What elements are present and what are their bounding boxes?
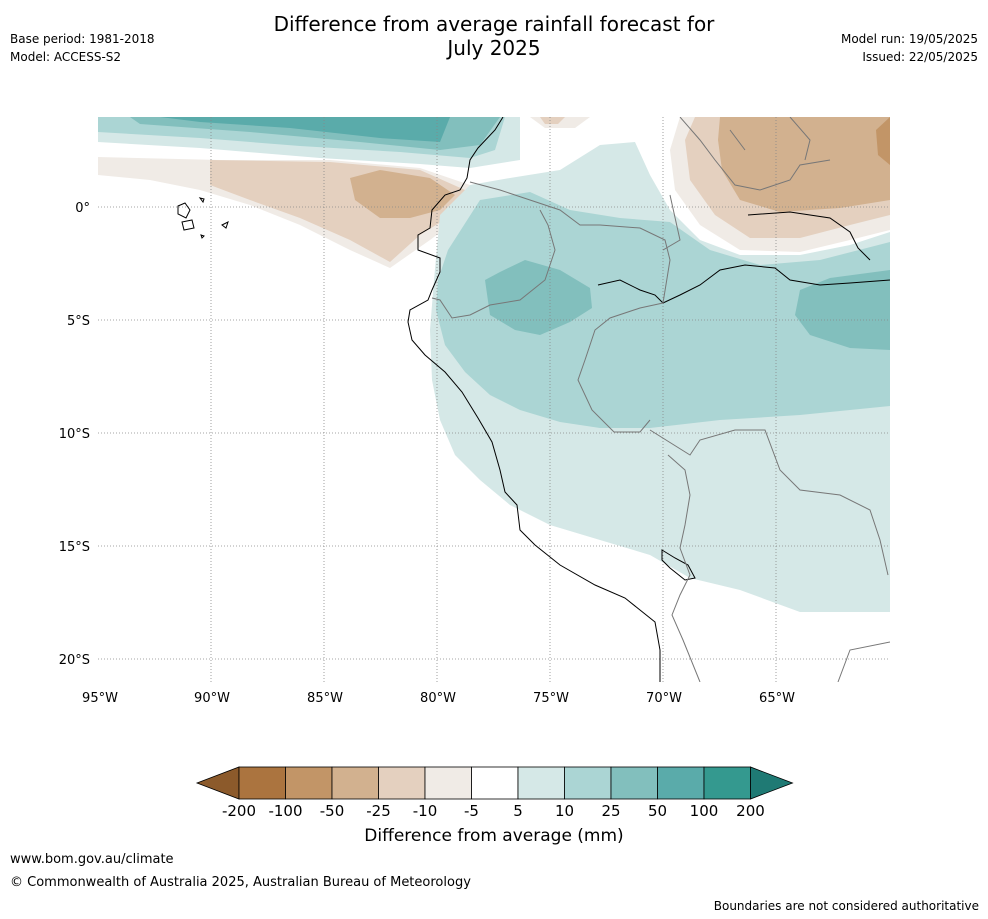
galapagos-islands bbox=[177, 197, 229, 239]
colorbar-swatch bbox=[424, 766, 472, 800]
map-title-line2: July 2025 bbox=[447, 36, 541, 60]
border-colombia-ecuador bbox=[469, 181, 600, 226]
map-title-line1: Difference from average rainfall forecas… bbox=[273, 12, 715, 36]
border-colombia-brazil bbox=[599, 224, 671, 304]
model-run-text: Model run: 19/05/2025 bbox=[840, 32, 978, 46]
lat-label: 20°S bbox=[59, 653, 90, 668]
colorbar-tick-label: -25 bbox=[366, 802, 391, 820]
footer-url: www.bom.gov.au/climate bbox=[10, 852, 174, 867]
colorbar-swatch bbox=[610, 766, 658, 800]
colorbar-swatch bbox=[285, 766, 333, 800]
colorbar-swatch bbox=[471, 766, 519, 800]
footer-copyright: © Commonwealth of Australia 2025, Austra… bbox=[10, 875, 471, 890]
colorbar-swatch bbox=[657, 766, 705, 800]
meta-right: Model run: 19/05/2025 Issued: 22/05/2025 bbox=[841, 30, 978, 66]
base-period-text: Base period: 1981-2018 bbox=[10, 32, 155, 46]
wet-band-north-50 bbox=[160, 117, 450, 142]
colorbar-swatch bbox=[331, 766, 379, 800]
lon-label: 80°W bbox=[420, 691, 456, 706]
lon-label: 65°W bbox=[759, 691, 795, 706]
lon-label: 95°W bbox=[82, 691, 118, 706]
coastline-amazon-river bbox=[597, 264, 890, 304]
colorbar-tick-label: -100 bbox=[268, 802, 302, 820]
lon-label: 85°W bbox=[307, 691, 343, 706]
colorbar-tick-label: 25 bbox=[601, 802, 620, 820]
colorbar-tick-label: 5 bbox=[513, 802, 523, 820]
titicaca-lake bbox=[661, 549, 696, 581]
dry-patch-coast-inner bbox=[540, 117, 565, 124]
colorbar-label: Difference from average (mm) bbox=[364, 826, 624, 846]
colorbar-tick-label: 50 bbox=[648, 802, 667, 820]
border-brazil-bolivia bbox=[649, 429, 889, 576]
wet-east-25 bbox=[795, 270, 890, 350]
border-peru-brazil bbox=[577, 302, 664, 433]
border-paraguay bbox=[837, 641, 890, 682]
colorbar-swatch bbox=[238, 766, 286, 800]
lon-label: 75°W bbox=[533, 691, 569, 706]
lat-label: 15°S bbox=[59, 540, 90, 555]
border-amazon-north bbox=[662, 194, 681, 251]
lat-label: 5°S bbox=[67, 314, 90, 329]
meta-left: Base period: 1981-2018 Model: ACCESS-S2 bbox=[10, 30, 155, 66]
colorbar-extend-low bbox=[195, 766, 240, 800]
colorbar-tick-label: -50 bbox=[320, 802, 345, 820]
border-north-dry bbox=[729, 117, 811, 161]
coastline-pacific bbox=[407, 117, 661, 682]
colorbar-tick-label: -200 bbox=[222, 802, 256, 820]
border-ecuador-peru bbox=[431, 209, 556, 319]
model-text: Model: ACCESS-S2 bbox=[10, 50, 122, 64]
colorbar-swatch bbox=[703, 766, 751, 800]
colorbar-tick-label: 200 bbox=[736, 802, 765, 820]
colorbar: -200 -100 -50 -25 -10 -5 5 10 25 50 100 200 bbox=[195, 766, 794, 820]
lat-label: 0° bbox=[75, 201, 90, 216]
border-peru-bolivia bbox=[667, 454, 701, 682]
issued-text: Issued: 22/05/2025 bbox=[862, 50, 978, 64]
colorbar-tick-label: -10 bbox=[413, 802, 438, 820]
colorbar-swatch bbox=[517, 766, 565, 800]
rainfall-anomaly-fields bbox=[98, 117, 890, 612]
lon-label: 90°W bbox=[194, 691, 230, 706]
coastline-rio-negro bbox=[747, 211, 871, 261]
colorbar-tick-label: 10 bbox=[555, 802, 574, 820]
colorbar-extend-high bbox=[750, 766, 794, 800]
colorbar-tick-label: 100 bbox=[690, 802, 719, 820]
rainfall-map: 0° 5°S 10°S 15°S 20°S 95°W 90°W 85°W 80°… bbox=[59, 117, 890, 706]
map-gridlines bbox=[98, 117, 890, 682]
coastlines bbox=[177, 117, 890, 682]
wet-main-25 bbox=[485, 260, 592, 335]
colorbar-swatch bbox=[564, 766, 612, 800]
lon-label: 70°W bbox=[646, 691, 682, 706]
lat-label: 10°S bbox=[59, 427, 90, 442]
footer-note: Boundaries are not considered authoritat… bbox=[713, 899, 979, 913]
dry-tongue-25 bbox=[350, 170, 455, 218]
colorbar-swatches bbox=[195, 766, 794, 800]
dry-area-north-50 bbox=[876, 117, 890, 165]
lat-axis-labels: 0° 5°S 10°S 15°S 20°S bbox=[59, 201, 90, 668]
map-title: Difference from average rainfall forecas… bbox=[0, 12, 988, 60]
colorbar-swatch bbox=[378, 766, 426, 800]
colorbar-tick-label: -5 bbox=[464, 802, 479, 820]
lon-axis-labels: 95°W 90°W 85°W 80°W 75°W 70°W 65°W bbox=[82, 691, 795, 706]
colorbar-tick-labels: -200 -100 -50 -25 -10 -5 5 10 25 50 100 200 bbox=[222, 802, 765, 820]
border-colombia-venezuela bbox=[679, 117, 831, 191]
country-borders bbox=[431, 117, 890, 682]
